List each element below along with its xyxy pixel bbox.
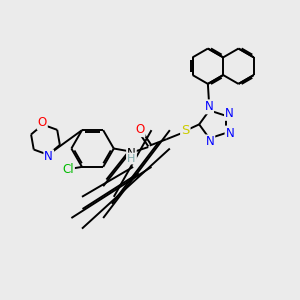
Text: N: N <box>127 147 136 160</box>
Text: N: N <box>225 107 234 120</box>
Text: N: N <box>226 127 234 140</box>
Text: S: S <box>181 124 190 137</box>
Text: N: N <box>206 135 214 148</box>
Text: O: O <box>135 123 145 136</box>
Text: N: N <box>44 150 53 163</box>
Text: H: H <box>127 154 136 164</box>
Text: O: O <box>38 116 47 129</box>
Text: N: N <box>204 100 213 113</box>
Text: Cl: Cl <box>62 163 74 176</box>
